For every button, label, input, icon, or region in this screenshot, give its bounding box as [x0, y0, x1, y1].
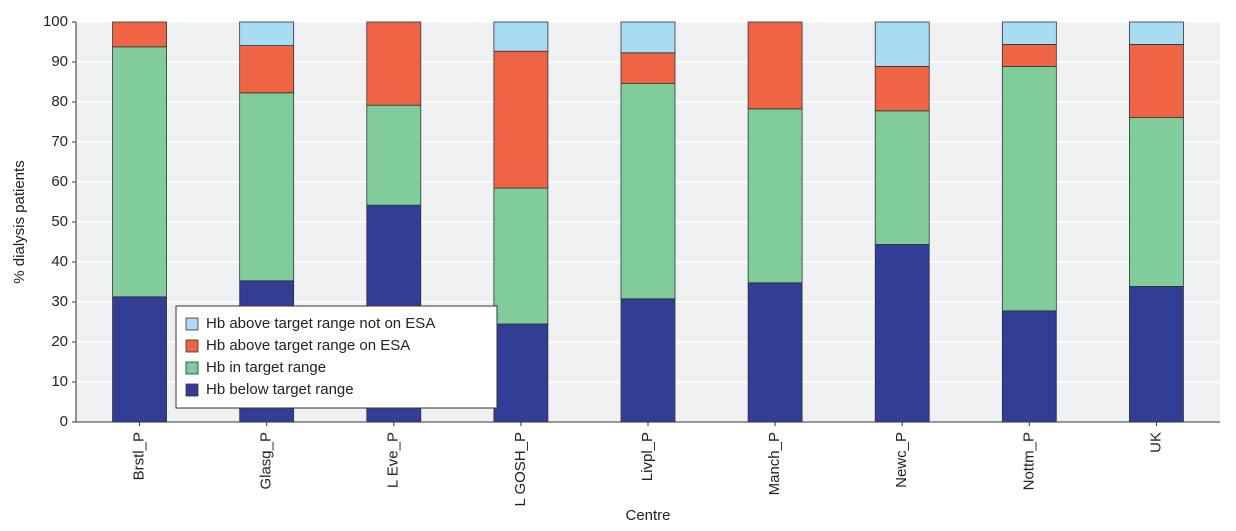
legend-label: Hb above target range on ESA	[206, 337, 410, 354]
legend-label: Hb in target range	[206, 359, 326, 376]
legend-swatch	[185, 361, 199, 375]
y-tick-label: 90	[51, 53, 68, 70]
legend-label: Hb below target range	[206, 381, 354, 398]
x-tick-label: Nottm_P	[1020, 432, 1037, 490]
bar-segment	[239, 45, 295, 94]
bar-segment	[747, 21, 803, 110]
bar-segment	[366, 104, 422, 206]
y-tick-label: 70	[51, 133, 68, 150]
bar-segment	[1001, 21, 1057, 45]
y-tick-label: 50	[51, 213, 68, 230]
bar-segment	[1001, 310, 1057, 423]
bar-segment	[620, 52, 676, 84]
bar-segment	[366, 21, 422, 106]
bar-segment	[747, 108, 803, 284]
legend-swatch	[185, 383, 199, 397]
y-tick-label: 0	[60, 413, 68, 430]
bar-segment	[620, 21, 676, 54]
x-axis-title: Centre	[625, 507, 670, 524]
bar-segment	[1129, 285, 1184, 423]
x-tick-label: Manch_P	[766, 432, 783, 495]
bar-segment	[493, 50, 549, 189]
bar-segment	[874, 66, 930, 112]
bar-segment	[1129, 117, 1184, 287]
bar-segment	[112, 21, 167, 48]
x-tick-label: Brstl_P	[131, 432, 148, 480]
bar-segment	[1129, 21, 1184, 45]
bar-segment	[112, 296, 167, 423]
bar-segment	[493, 187, 549, 325]
bar-segment	[747, 282, 803, 423]
x-tick-label: L Eve_P	[385, 432, 402, 488]
y-tick-label: 20	[51, 333, 68, 350]
bar-segment	[239, 92, 295, 282]
bar-segment	[493, 323, 549, 423]
bar-segment	[874, 21, 930, 67]
legend-swatch	[185, 339, 199, 353]
bar-segment	[239, 21, 295, 47]
y-tick-label: 80	[51, 93, 68, 110]
bar-segment	[874, 243, 930, 423]
x-tick-label: Livpl_P	[639, 432, 656, 481]
bar-segment	[620, 298, 676, 423]
bar-segment	[1001, 66, 1057, 312]
bar-segment	[874, 110, 930, 245]
bar-segment	[1001, 44, 1057, 67]
y-tick-label: 30	[51, 293, 68, 310]
legend-box	[175, 305, 498, 409]
y-tick-label: 40	[51, 253, 68, 270]
y-tick-label: 10	[51, 373, 68, 390]
legend-label: Hb above target range not on ESA	[206, 315, 435, 332]
x-tick-label: L GOSH_P	[512, 432, 529, 506]
y-tick-label: 60	[51, 173, 68, 190]
bar-segment	[1129, 44, 1184, 118]
x-tick-label: Glasg_P	[258, 432, 275, 490]
x-tick-label: UK	[1147, 432, 1164, 453]
bar-segment	[112, 46, 167, 298]
bar-segment	[493, 21, 549, 52]
x-tick-label: Newc_P	[893, 432, 910, 488]
legend-swatch	[185, 317, 199, 331]
bar-segment	[620, 83, 676, 300]
y-axis-title: % dialysis patients	[11, 160, 28, 283]
y-tick-label: 100	[43, 13, 68, 30]
